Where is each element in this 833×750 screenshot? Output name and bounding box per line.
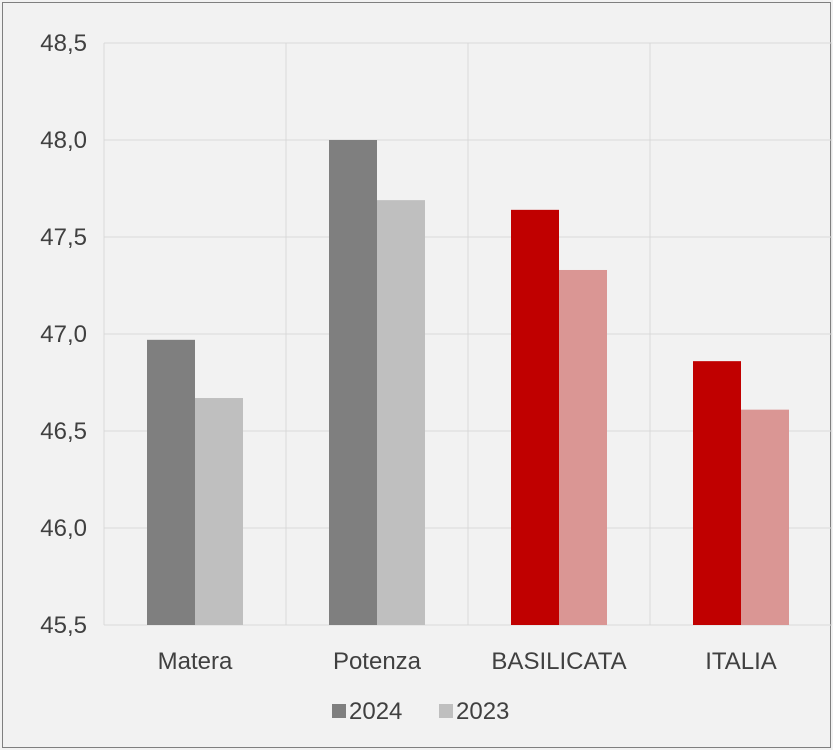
x-category-label: ITALIA [705,648,777,675]
y-tick-label: 47,0 [40,321,87,348]
y-axis-ticks: 45,5 46,0 46,5 47,0 47,5 48,0 48,5 [40,30,87,639]
x-axis-categories: Matera Potenza BASILICATA ITALIA [158,648,777,675]
y-tick-label: 48,0 [40,127,87,154]
legend-swatch-2023 [439,704,453,718]
y-tick-label: 48,5 [40,30,87,57]
bar-chart: 45,5 46,0 46,5 47,0 47,5 48,0 48,5 Matera Poten… [40,30,832,725]
bar-matera-2023 [195,398,243,625]
bar-basilicata-2024 [511,209,559,625]
bar-italia-2023 [741,409,789,625]
x-category-label: Potenza [333,648,422,675]
y-tick-label: 46,5 [40,418,87,445]
legend-swatch-2024 [332,704,346,718]
x-category-label: Matera [158,648,233,675]
x-category-label: BASILICATA [491,648,626,675]
legend-label: 2024 [349,698,402,725]
bar-matera-2024 [147,339,195,625]
legend-label: 2023 [456,698,509,725]
bar-potenza-2023 [377,200,425,625]
bar-potenza-2024 [329,140,377,625]
bar-italia-2024 [693,361,741,625]
y-tick-label: 45,5 [40,612,87,639]
y-tick-label: 46,0 [40,515,87,542]
y-tick-label: 47,5 [40,224,87,251]
bar-basilicata-2023 [559,269,607,625]
bars [147,140,789,625]
legend: 2024 2023 [332,698,509,725]
